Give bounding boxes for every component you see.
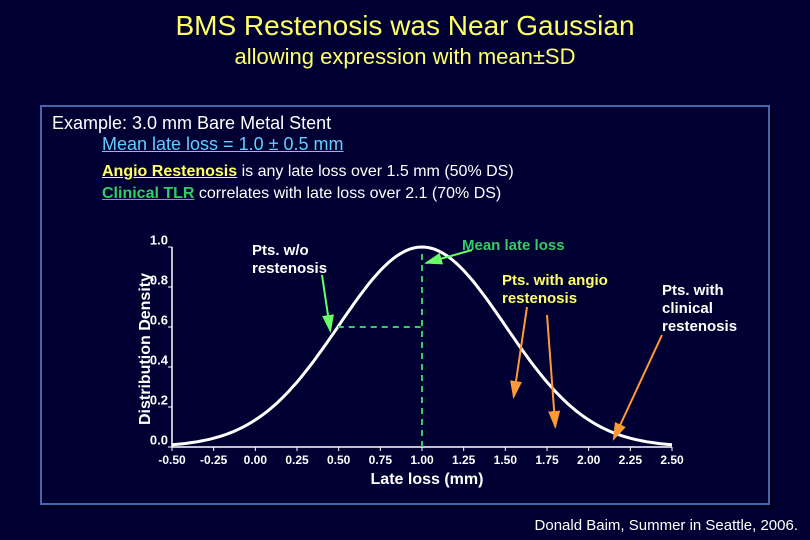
x-tick-label: 0.50 — [327, 453, 350, 467]
chart-area: Distribution Density Mean late loss Pts.… — [102, 247, 752, 497]
definition-angio: Angio Restenosis is any late loss over 1… — [42, 155, 768, 181]
annotation-pts-clinical-l3: restenosis — [662, 318, 737, 335]
x-tick-label: 2.00 — [577, 453, 600, 467]
annotation-pts-without-l2: restenosis — [252, 260, 327, 277]
x-tick-label: 0.75 — [369, 453, 392, 467]
definition-clinical: Clinical TLR correlates with late loss o… — [42, 181, 768, 203]
annotation-pts-clinical: Pts. with clinical restenosis — [662, 282, 737, 336]
x-tick-label: -0.25 — [200, 453, 227, 467]
annotation-mean-late-loss: Mean late loss — [462, 237, 565, 255]
example-panel: Example: 3.0 mm Bare Metal Stent Mean la… — [40, 105, 770, 505]
example-line-2: Mean late loss = 1.0 ± 0.5 mm — [42, 134, 768, 155]
annotation-pts-angio-l1: Pts. with angio — [502, 272, 608, 289]
y-tick-label: 0.0 — [128, 433, 168, 448]
definition-angio-highlight: Angio Restenosis — [102, 163, 237, 180]
x-tick-label: 1.00 — [410, 453, 433, 467]
y-tick-label: 0.8 — [128, 273, 168, 288]
x-tick-label: 1.50 — [494, 453, 517, 467]
example-line-1: Example: 3.0 mm Bare Metal Stent — [42, 107, 768, 134]
annotation-pts-angio: Pts. with angio restenosis — [502, 272, 608, 308]
y-tick-label: 0.2 — [128, 393, 168, 408]
annotation-pts-clinical-l2: clinical — [662, 300, 713, 317]
x-tick-label: 0.00 — [244, 453, 267, 467]
annotation-pts-without-l1: Pts. w/o — [252, 242, 309, 259]
annotation-pts-clinical-l1: Pts. with — [662, 282, 724, 299]
y-tick-label: 0.4 — [128, 353, 168, 368]
x-tick-label: -0.50 — [158, 453, 185, 467]
definition-clinical-rest: correlates with late loss over 2.1 (70% … — [194, 185, 501, 202]
annotation-pts-angio-l2: restenosis — [502, 290, 577, 307]
definition-angio-rest: is any late loss over 1.5 mm (50% DS) — [237, 163, 514, 180]
x-tick-label: 2.25 — [619, 453, 642, 467]
y-tick-label: 1.0 — [128, 233, 168, 248]
title-main: BMS Restenosis was Near Gaussian — [0, 0, 810, 42]
x-tick-label: 0.25 — [285, 453, 308, 467]
x-tick-label: 2.50 — [660, 453, 683, 467]
x-tick-label: 1.75 — [535, 453, 558, 467]
definition-clinical-highlight: Clinical TLR — [102, 185, 194, 202]
title-sub: allowing expression with mean±SD — [0, 42, 810, 70]
plot-region: Mean late loss Pts. w/o restenosis Pts. … — [172, 247, 672, 447]
x-axis-label: Late loss (mm) — [102, 471, 752, 489]
annotation-pts-without: Pts. w/o restenosis — [252, 242, 327, 278]
credit-line: Donald Baim, Summer in Seattle, 2006. — [535, 517, 798, 534]
x-tick-label: 1.25 — [452, 453, 475, 467]
y-tick-label: 0.6 — [128, 313, 168, 328]
